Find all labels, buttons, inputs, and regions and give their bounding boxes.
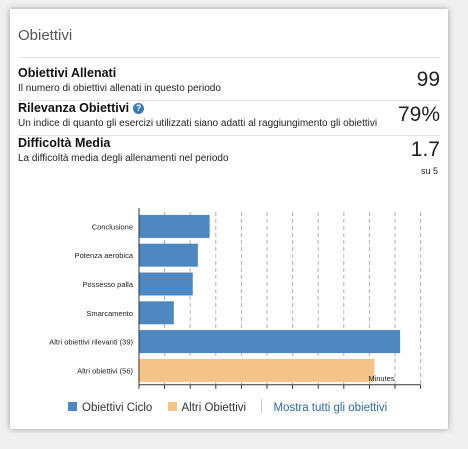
- category-label: Potenza aerobica: [75, 251, 134, 260]
- objectives-card: Obiettivi Obiettivi Allenati Il numero d…: [10, 9, 448, 429]
- category-label: Altri obiettivi (56): [77, 366, 133, 375]
- legend-label: Altri Obiettivi: [181, 402, 247, 414]
- metric-value: 99: [416, 68, 440, 91]
- x-tick-label: 1000: [181, 392, 200, 394]
- legend-item-cycle[interactable]: Obiettivi Ciclo: [68, 402, 152, 414]
- legend-label: Obiettivi Ciclo: [82, 402, 153, 414]
- metric-value: 79%: [397, 103, 440, 126]
- x-tick-label: 0: [137, 392, 142, 394]
- x-tick-label: 4000: [334, 392, 353, 394]
- legend-separator: [261, 399, 263, 413]
- bar: [139, 243, 198, 267]
- metric-divider: [18, 100, 440, 101]
- category-label: Possesso palla: [83, 280, 134, 289]
- metric-scale: su 5: [420, 166, 438, 176]
- metric-trained-objectives: Obiettivi Allenati Il numero di obiettiv…: [18, 66, 440, 106]
- objectives-bar-chart: 0 500 1000 1500 2000 2500 3000 3500 4000 4500 5000…: [49, 208, 430, 394]
- category-label: Conclusione: [92, 222, 133, 231]
- x-tick-label: 2000: [232, 392, 251, 394]
- show-all-objectives-link[interactable]: Mostra tutti gli obiettivi: [273, 402, 388, 414]
- legend-item-other[interactable]: Altri Obiettivi: [167, 402, 247, 414]
- metric-label: Rilevanza Obiettivi: [18, 101, 130, 115]
- metric-description: Un indice di quanto gli esercizi utilizz…: [18, 118, 378, 129]
- bar: [139, 358, 375, 382]
- x-axis-label: Minutes: [368, 374, 395, 383]
- title-divider: [18, 57, 440, 58]
- chart-legend: Obiettivi Ciclo Altri Obiettivi Mostra t…: [68, 399, 387, 414]
- metric-label: Difficoltà Media: [18, 136, 111, 150]
- metric-label-row: Rilevanza Obiettivi?: [18, 101, 145, 115]
- x-tick-label: 4500: [360, 392, 379, 394]
- x-tick-label: 5000: [386, 392, 405, 394]
- metric-description: Il numero di obiettivi allenati in quest…: [18, 83, 221, 94]
- legend-swatch-cycle: [68, 402, 77, 411]
- bar: [139, 301, 174, 325]
- metric-divider: [18, 135, 440, 136]
- metric-objective-relevance: Rilevanza Obiettivi? Un indice di quanto…: [18, 101, 440, 141]
- x-tick-label: 2500: [258, 392, 277, 394]
- bar: [139, 330, 401, 354]
- x-tick-label: 500: [158, 392, 172, 394]
- bar: [139, 214, 210, 238]
- x-tick-label: 1500: [206, 392, 225, 394]
- question-circle-icon[interactable]: ?: [133, 103, 145, 114]
- category-label: Smarcamento: [86, 309, 133, 318]
- metric-description: La difficoltà media degli allenamenti ne…: [18, 153, 229, 164]
- bar: [139, 272, 193, 296]
- metric-label: Obiettivi Allenati: [18, 66, 117, 80]
- x-tick-label: 5500: [411, 392, 430, 394]
- metric-value: 1.7: [410, 138, 440, 161]
- category-label: Altri obiettivi rilevanti (39): [49, 338, 133, 347]
- x-tick-label: 3500: [309, 392, 328, 394]
- metric-average-difficulty: Difficoltà Media La difficoltà media deg…: [18, 136, 440, 186]
- card-title: Obiettivi: [18, 27, 73, 44]
- legend-swatch-other: [167, 402, 177, 411]
- x-tick-label: 3000: [283, 392, 302, 394]
